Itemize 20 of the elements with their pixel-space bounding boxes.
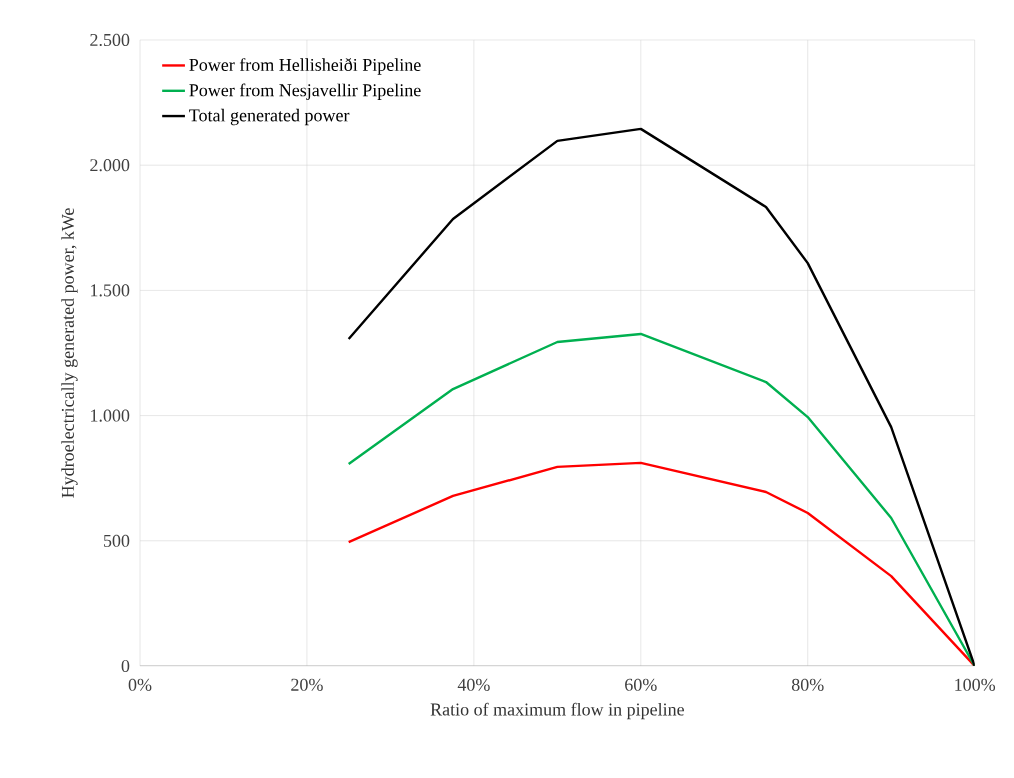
x-tick-label: 80% — [791, 678, 824, 691]
y-tick-label: 1.000 — [91, 409, 130, 422]
legend-label: Total generated power — [189, 108, 350, 126]
legend-label: Power from Nesjavellir Pipeline — [189, 83, 421, 100]
y-tick-label: 2.500 — [90, 33, 130, 47]
legend-label: Power from Hellisheiði Pipeline — [189, 58, 421, 75]
x-tick-label: 100% — [955, 678, 996, 691]
x-tick-label: 0% — [128, 678, 152, 691]
y-tick-label: 2.000 — [90, 159, 130, 172]
y-axis-title: Hydroelectrically generated power, kWe — [61, 208, 78, 498]
line-series — [347, 461, 975, 666]
x-tick-label: 20% — [291, 678, 323, 691]
x-tick-label: 40% — [457, 678, 490, 691]
line-series — [347, 127, 975, 666]
line-series — [347, 332, 975, 666]
x-axis-title: Ratio of maximum flow in pipeline — [430, 702, 684, 720]
x-tick-label: 60% — [625, 678, 657, 691]
y-tick-label: 500 — [104, 534, 130, 547]
y-tick-label: 1.500 — [91, 284, 130, 297]
y-tick-label: 0 — [121, 659, 130, 673]
